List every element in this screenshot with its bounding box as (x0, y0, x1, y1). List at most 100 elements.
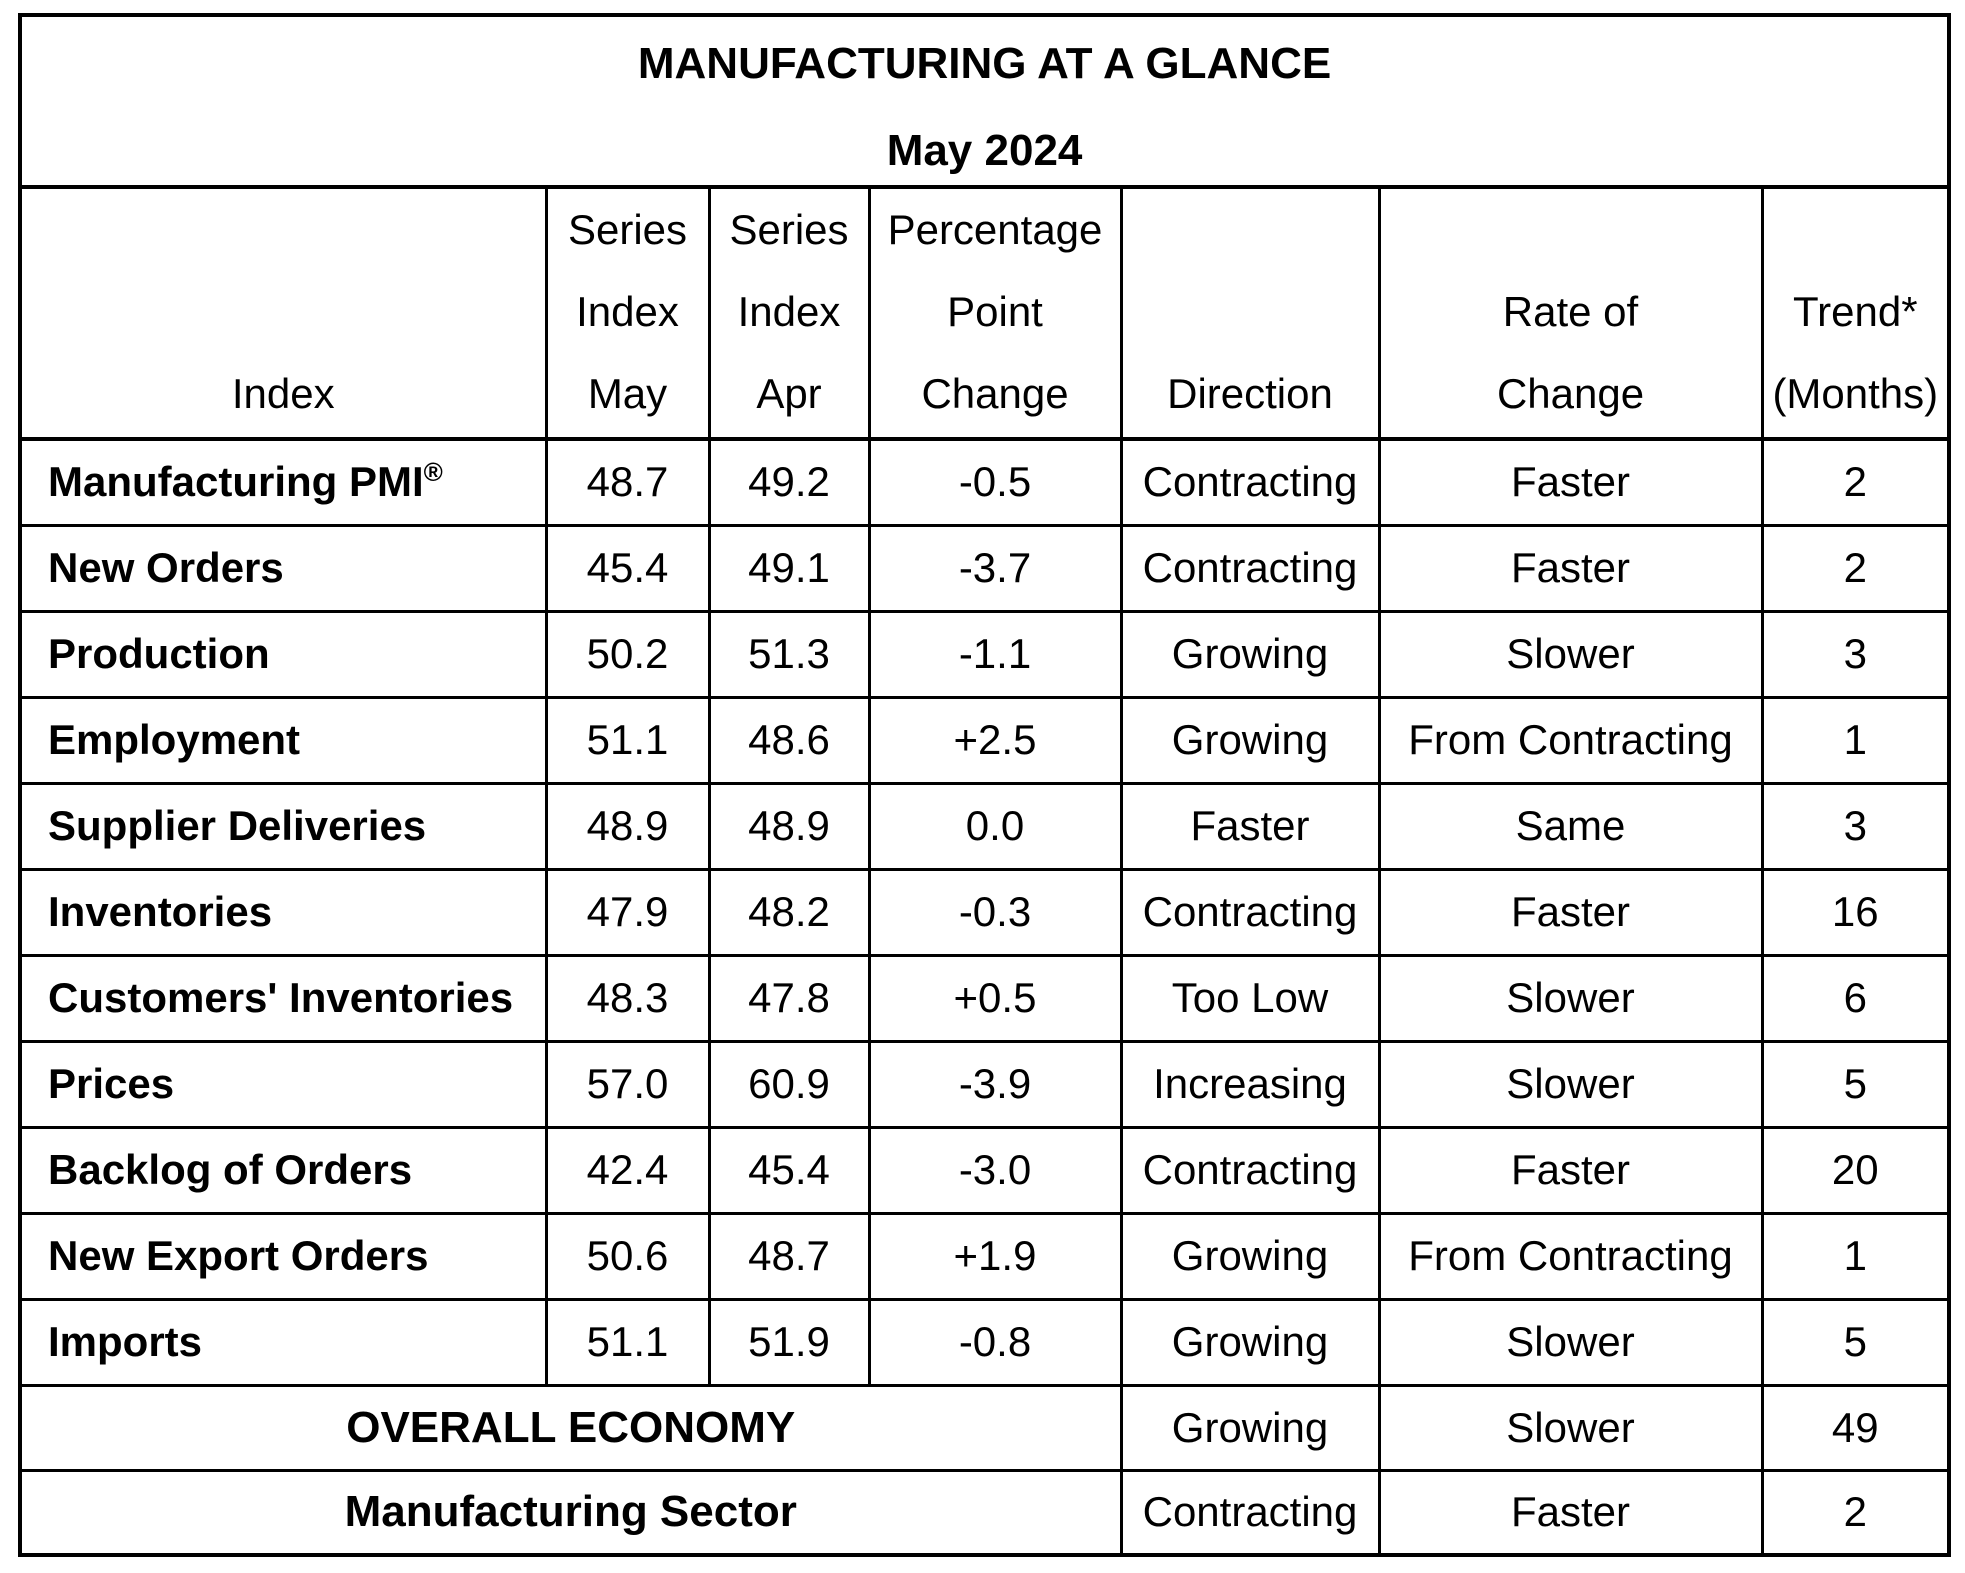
trend-months-value: 6 (1760, 953, 1951, 1043)
table-row-backlog-of-orders: Backlog of Orders 42.4 45.4 -3.0 Contrac… (18, 1125, 1951, 1215)
row-label: Supplier Deliveries (18, 781, 548, 871)
pct-point-change-value: -3.9 (867, 1039, 1123, 1129)
header-line: Series (567, 206, 688, 253)
pct-point-change-value: +1.9 (867, 1211, 1123, 1301)
rate-of-change-value: Slower (1377, 609, 1764, 699)
header-series-index-may: Series Index May (544, 185, 711, 441)
pct-point-change-value: -0.5 (867, 437, 1123, 527)
header-percentage-point-change: Percentage Point Change (867, 185, 1123, 441)
header-line: Index (231, 370, 335, 417)
series-index-may-value: 48.7 (544, 437, 711, 527)
table-row-prices: Prices 57.0 60.9 -3.9 Increasing Slower … (18, 1039, 1951, 1129)
table-row-overall-economy: OVERALL ECONOMY Growing Slower 49 (18, 1383, 1951, 1472)
direction-value: Too Low (1119, 953, 1381, 1043)
direction-value: Growing (1119, 609, 1381, 699)
series-index-may-value: 51.1 (544, 1297, 711, 1387)
header-line: Trend* (1793, 288, 1918, 335)
header-line: Index (576, 288, 679, 335)
series-index-apr-value: 48.9 (707, 781, 871, 871)
series-index-apr-value: 47.8 (707, 953, 871, 1043)
series-index-apr-value: 48.7 (707, 1211, 871, 1301)
header-line: Apr (756, 370, 822, 417)
summary-label: OVERALL ECONOMY (18, 1383, 1123, 1472)
series-index-apr-value: 60.9 (707, 1039, 871, 1129)
direction-value: Increasing (1119, 1039, 1381, 1129)
series-index-may-value: 45.4 (544, 523, 711, 613)
direction-value: Contracting (1119, 437, 1381, 527)
row-label: Inventories (18, 867, 548, 957)
direction-value: Faster (1119, 781, 1381, 871)
direction-value: Growing (1119, 1297, 1381, 1387)
series-index-apr-value: 51.9 (707, 1297, 871, 1387)
header-line: Index (737, 288, 841, 335)
header-line: (Months) (1772, 370, 1939, 417)
title-cell: MANUFACTURING AT A GLANCE May 2024 (18, 13, 1951, 189)
table-row-supplier-deliveries: Supplier Deliveries 48.9 48.9 0.0 Faster… (18, 781, 1951, 871)
trend-months-value: 5 (1760, 1039, 1951, 1129)
rate-of-change-value: From Contracting (1377, 695, 1764, 785)
header-row: Index Series Index May Series Index Apr (18, 185, 1951, 441)
trend-months-value: 1 (1760, 1211, 1951, 1301)
row-label: Production (18, 609, 548, 699)
header-line: Direction (1167, 370, 1333, 417)
table-row-employment: Employment 51.1 48.6 +2.5 Growing From C… (18, 695, 1951, 785)
direction-value: Contracting (1119, 1468, 1381, 1557)
header-rate-of-change: Rate of Change (1377, 185, 1764, 441)
pct-point-change-value: -3.0 (867, 1125, 1123, 1215)
series-index-may-value: 50.2 (544, 609, 711, 699)
series-index-may-value: 57.0 (544, 1039, 711, 1129)
table-row-manufacturing-pmi: Manufacturing PMI® 48.7 49.2 -0.5 Contra… (18, 437, 1951, 527)
trend-months-value: 49 (1760, 1383, 1951, 1472)
row-label: Prices (18, 1039, 548, 1129)
series-index-apr-value: 49.2 (707, 437, 871, 527)
table-row-production: Production 50.2 51.3 -1.1 Growing Slower… (18, 609, 1951, 699)
pct-point-change-value: -1.1 (867, 609, 1123, 699)
row-label: Backlog of Orders (18, 1125, 548, 1215)
table-row-new-orders: New Orders 45.4 49.1 -3.7 Contracting Fa… (18, 523, 1951, 613)
pct-point-change-value: -0.8 (867, 1297, 1123, 1387)
header-line: Rate of (1502, 288, 1639, 335)
header-line: Change (921, 370, 1069, 417)
trend-months-value: 3 (1760, 781, 1951, 871)
row-label: New Export Orders (18, 1211, 548, 1301)
series-index-may-value: 48.3 (544, 953, 711, 1043)
rate-of-change-value: Slower (1377, 1383, 1764, 1472)
trend-months-value: 16 (1760, 867, 1951, 957)
trend-months-value: 3 (1760, 609, 1951, 699)
registered-mark: ® (423, 457, 443, 488)
rate-of-change-value: Same (1377, 781, 1764, 871)
series-index-may-value: 48.9 (544, 781, 711, 871)
header-line: May (587, 370, 668, 417)
table-row-manufacturing-sector: Manufacturing Sector Contracting Faster … (18, 1468, 1951, 1557)
rate-of-change-value: Faster (1377, 1468, 1764, 1557)
header-index: Index (18, 185, 548, 441)
series-index-apr-value: 51.3 (707, 609, 871, 699)
row-label: Manufacturing PMI® (18, 437, 548, 527)
rate-of-change-value: Slower (1377, 1039, 1764, 1129)
row-label: New Orders (18, 523, 548, 613)
direction-value: Contracting (1119, 523, 1381, 613)
header-line: Percentage (887, 206, 1103, 253)
trend-months-value: 20 (1760, 1125, 1951, 1215)
report-month: May 2024 (886, 125, 1083, 175)
pct-point-change-value: -3.7 (867, 523, 1123, 613)
direction-value: Growing (1119, 1383, 1381, 1472)
table-row-imports: Imports 51.1 51.9 -0.8 Growing Slower 5 (18, 1297, 1951, 1387)
rate-of-change-value: Faster (1377, 523, 1764, 613)
series-index-apr-value: 49.1 (707, 523, 871, 613)
trend-months-value: 2 (1760, 437, 1951, 527)
summary-label: Manufacturing Sector (18, 1468, 1123, 1557)
row-label: Imports (18, 1297, 548, 1387)
direction-value: Growing (1119, 695, 1381, 785)
title-row: MANUFACTURING AT A GLANCE May 2024 (18, 13, 1951, 189)
direction-value: Contracting (1119, 867, 1381, 957)
rate-of-change-value: From Contracting (1377, 1211, 1764, 1301)
series-index-apr-value: 48.6 (707, 695, 871, 785)
header-series-index-apr: Series Index Apr (707, 185, 871, 441)
trend-months-value: 1 (1760, 695, 1951, 785)
trend-months-value: 5 (1760, 1297, 1951, 1387)
series-index-apr-value: 48.2 (707, 867, 871, 957)
direction-value: Contracting (1119, 1125, 1381, 1215)
table-row-customers-inventories: Customers' Inventories 48.3 47.8 +0.5 To… (18, 953, 1951, 1043)
